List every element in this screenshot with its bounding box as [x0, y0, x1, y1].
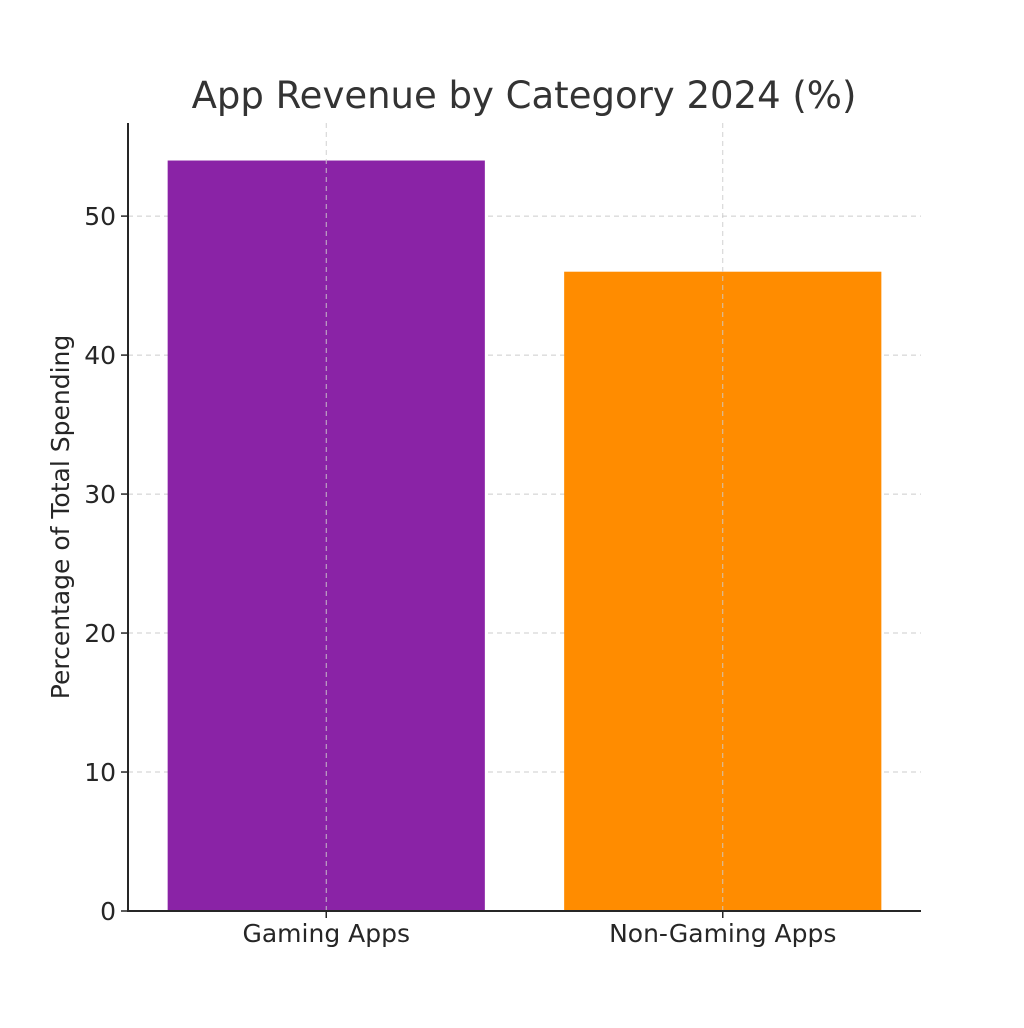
x-tick-label: Gaming Apps [242, 919, 410, 948]
bars-layer [167, 160, 882, 912]
y-tick-label: 50 [84, 202, 116, 231]
y-axis-label: Percentage of Total Spending [46, 335, 75, 699]
chart-title: App Revenue by Category 2024 (%) [192, 74, 857, 117]
y-tick-label: 0 [100, 897, 116, 926]
y-tick-label: 20 [84, 619, 116, 648]
y-tick-label: 40 [84, 341, 116, 370]
y-tick-label: 10 [84, 758, 116, 787]
axes-layer [127, 123, 921, 912]
x-tick-label: Non-Gaming Apps [609, 919, 836, 948]
ticks-layer: 0 10 20 30 40 50 Gaming Apps Non-Gaming Apps [84, 202, 836, 948]
y-tick-label: 30 [84, 480, 116, 509]
